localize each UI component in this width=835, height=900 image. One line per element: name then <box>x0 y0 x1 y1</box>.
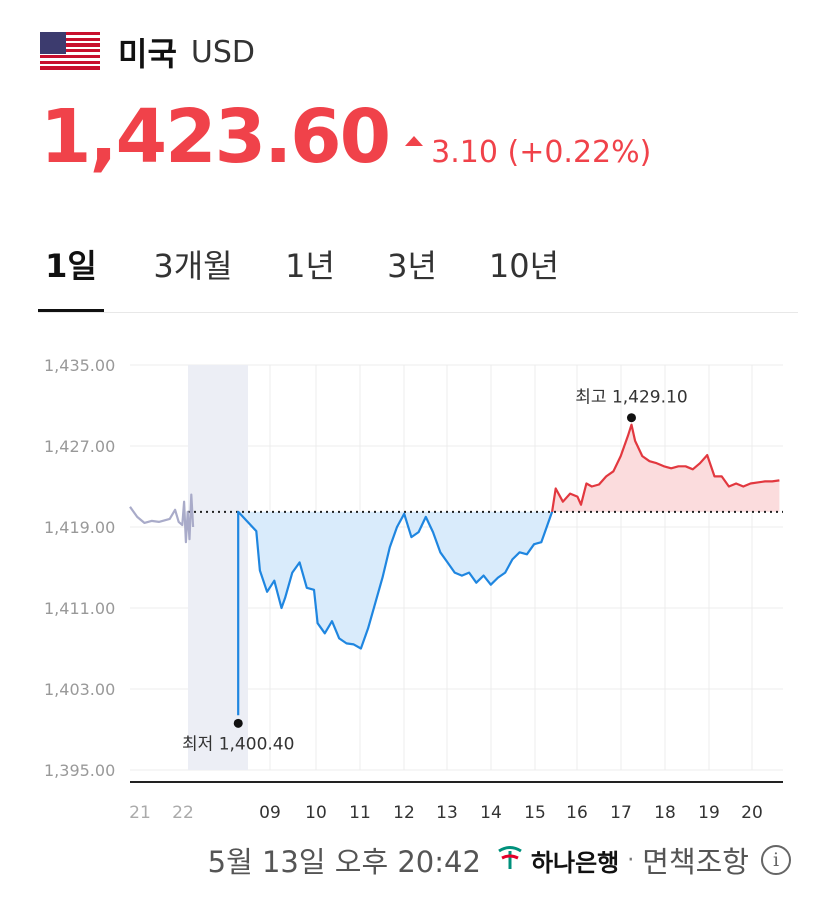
x-tick-label: 19 <box>698 803 720 823</box>
y-tick-label: 1,403.00 <box>44 680 115 699</box>
flag-stripe <box>40 66 100 70</box>
flag-stripe <box>40 43 100 47</box>
chart-fills <box>238 424 780 649</box>
x-tick-label: 11 <box>349 803 371 823</box>
hana-bank-logo-icon <box>495 842 525 879</box>
x-tick-label: 13 <box>436 803 458 823</box>
x-tick-label: 12 <box>393 803 415 823</box>
us-flag-icon <box>40 32 100 72</box>
flag-stripe <box>40 37 100 42</box>
moon-icon <box>222 803 231 821</box>
x-tick-label: 14 <box>480 803 502 823</box>
high-label: 최고 1,429.10 <box>575 388 687 408</box>
bank-name: 하나은행 <box>530 848 620 877</box>
x-tick-label: 09 <box>259 803 281 823</box>
x-tick-labels: 21 22 09 10 11 12 13 14 15 16 17 18 19 20 <box>129 803 763 823</box>
tab-1-day[interactable]: 1일 <box>38 240 104 312</box>
y-tick-label: 1,411.00 <box>44 599 115 618</box>
y-tick-label: 1,419.00 <box>44 518 115 537</box>
y-tick-label: 1,427.00 <box>44 437 115 456</box>
currency-code: USD <box>190 34 255 70</box>
flag-stripe <box>40 54 100 59</box>
tab-10-years[interactable]: 10년 <box>488 247 560 285</box>
y-tick-label: 1,435.00 <box>44 356 115 375</box>
country-name: 미국 <box>118 35 177 73</box>
x-tick-label: 20 <box>741 803 763 823</box>
price-change: 3.10 (+0.22%) <box>431 135 652 170</box>
info-icon[interactable]: i <box>761 845 791 875</box>
x-tick-label: 17 <box>610 803 632 823</box>
exchange-rate-chart[interactable]: 1,435.00 1,427.00 1,419.00 1,411.00 1,403.00… <box>0 330 835 830</box>
quote-row: 1,423.60 3.10 (+0.22%) <box>40 100 651 174</box>
x-tick-label: 10 <box>305 803 327 823</box>
disclaimer-link[interactable]: 면책조항 <box>642 845 749 879</box>
footer: 5월 13일 오후 20:42 하나은행 · 면책조항 i <box>0 835 835 885</box>
timestamp: 5월 13일 오후 20:42 <box>207 845 481 879</box>
flag-canton <box>40 32 66 54</box>
y-tick-label: 1,395.00 <box>44 761 115 780</box>
series-line-previous <box>129 493 195 544</box>
up-arrow-icon <box>405 136 424 146</box>
flag-stripe <box>40 60 100 64</box>
x-tick-label: 22 <box>172 803 194 823</box>
y-tick-labels: 1,435.00 1,427.00 1,419.00 1,411.00 1,403.00… <box>44 356 115 780</box>
tab-3-years[interactable]: 3년 <box>387 247 437 285</box>
tab-1-year[interactable]: 1년 <box>285 247 335 285</box>
low-label: 최저 1,400.40 <box>182 734 294 754</box>
low-marker <box>233 718 243 728</box>
currency-header: 미국 USD <box>40 30 255 74</box>
flag-stripe <box>40 49 100 53</box>
chart-svg: 1,435.00 1,427.00 1,419.00 1,411.00 1,403.00… <box>44 356 783 823</box>
series-line-down <box>237 510 554 716</box>
current-price: 1,423.60 <box>40 94 391 180</box>
x-tick-label: 18 <box>654 803 676 823</box>
x-tick-label: 16 <box>566 803 588 823</box>
moon-shape <box>222 803 231 821</box>
x-tick-label: 21 <box>129 803 151 823</box>
period-tabs: 1일 3개월 1년 3년 10년 <box>38 240 798 313</box>
series-line-up <box>551 423 780 512</box>
flag-stripe <box>40 32 100 36</box>
tab-3-months[interactable]: 3개월 <box>153 247 233 285</box>
chart-lines <box>129 423 780 716</box>
high-marker <box>626 413 636 423</box>
separator: · <box>627 847 635 873</box>
x-tick-label: 15 <box>524 803 546 823</box>
series-fill-up <box>552 424 780 512</box>
